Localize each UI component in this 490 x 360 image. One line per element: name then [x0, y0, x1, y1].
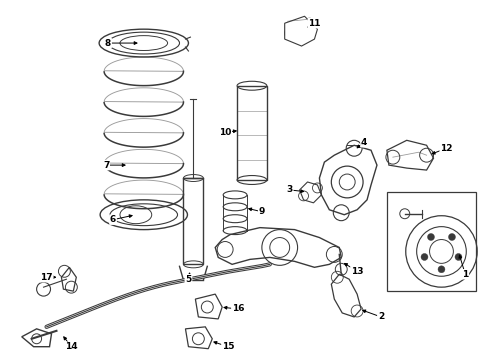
Polygon shape — [285, 16, 318, 46]
Text: 4: 4 — [361, 138, 368, 147]
Text: 7: 7 — [103, 161, 109, 170]
Text: 5: 5 — [185, 275, 192, 284]
Text: 14: 14 — [65, 342, 77, 351]
Circle shape — [448, 234, 455, 240]
Text: 11: 11 — [308, 19, 321, 28]
Text: 13: 13 — [351, 267, 364, 276]
Text: 9: 9 — [259, 207, 265, 216]
Circle shape — [421, 253, 428, 260]
Text: 2: 2 — [378, 312, 384, 321]
Text: 12: 12 — [440, 144, 453, 153]
Text: 17: 17 — [40, 273, 53, 282]
Circle shape — [455, 253, 462, 260]
Text: 10: 10 — [219, 128, 231, 137]
Bar — [183, 178, 203, 264]
Bar — [237, 86, 267, 180]
Text: 1: 1 — [462, 270, 468, 279]
Text: 16: 16 — [232, 305, 245, 314]
Text: 6: 6 — [110, 215, 116, 224]
Circle shape — [427, 234, 435, 240]
Circle shape — [438, 266, 445, 273]
Text: 3: 3 — [287, 185, 293, 194]
Bar — [387, 192, 476, 291]
Text: 8: 8 — [105, 39, 111, 48]
Text: 15: 15 — [222, 342, 234, 351]
